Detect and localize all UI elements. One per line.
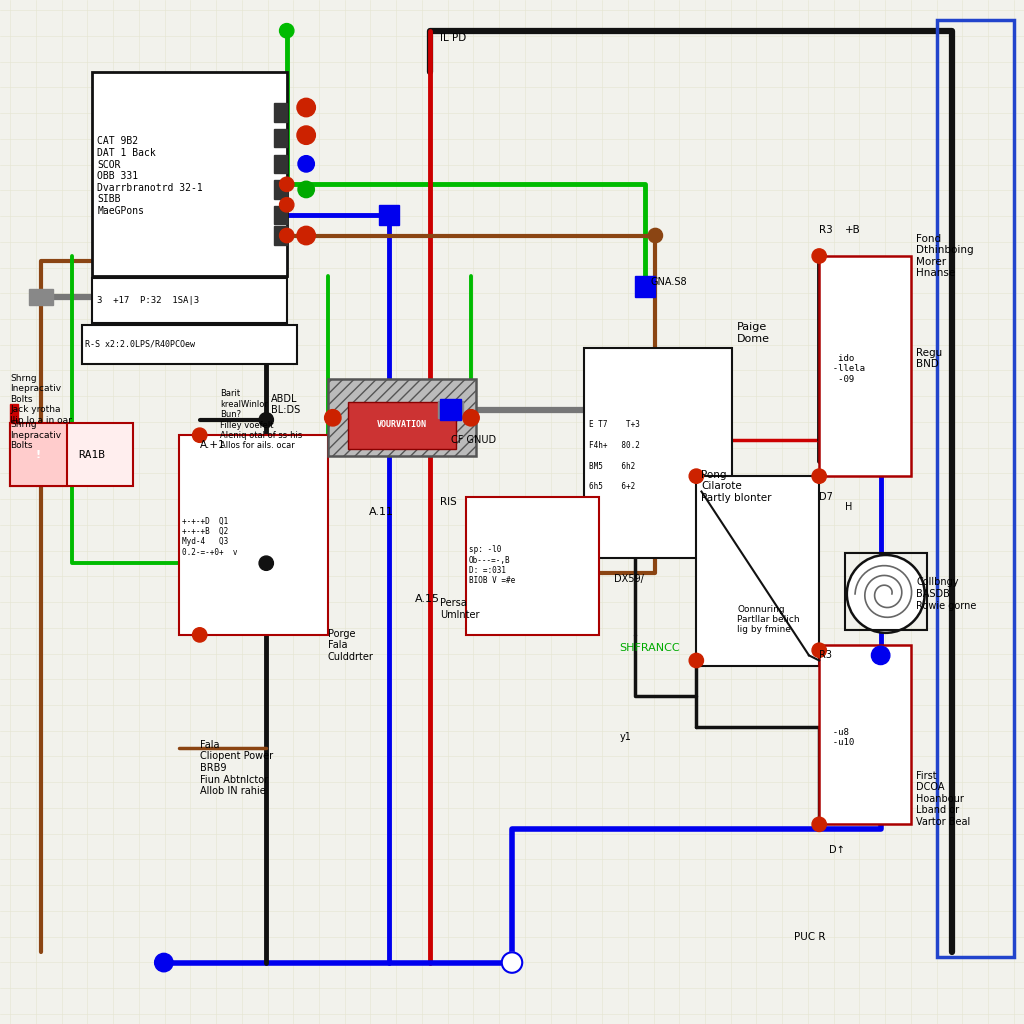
FancyBboxPatch shape: [10, 423, 133, 486]
Text: R3: R3: [819, 225, 833, 236]
Bar: [440, 399, 461, 420]
Circle shape: [502, 952, 522, 973]
Circle shape: [193, 428, 207, 442]
Text: CF GNUD: CF GNUD: [451, 435, 496, 445]
Circle shape: [689, 469, 703, 483]
Circle shape: [193, 628, 207, 642]
Circle shape: [812, 643, 826, 657]
Text: ido
  -llela
   -09: ido -llela -09: [822, 353, 865, 384]
Text: D7: D7: [819, 492, 834, 502]
FancyBboxPatch shape: [179, 435, 328, 635]
Bar: [274, 206, 287, 224]
Bar: [438, 401, 463, 418]
FancyBboxPatch shape: [584, 348, 732, 558]
Circle shape: [648, 228, 663, 243]
Text: ABDL
BL:DS: ABDL BL:DS: [271, 393, 301, 416]
Text: !: !: [35, 450, 41, 460]
Circle shape: [812, 817, 826, 831]
Text: H: H: [845, 502, 852, 512]
Text: RA1B: RA1B: [79, 450, 105, 460]
Text: Pong
Cilarote
Partly blonter: Pong Cilarote Partly blonter: [701, 470, 772, 503]
Bar: [635, 276, 655, 297]
Circle shape: [871, 646, 890, 665]
Bar: [379, 205, 399, 225]
Text: RIS: RIS: [440, 497, 457, 507]
Bar: [274, 226, 287, 245]
Circle shape: [297, 226, 315, 245]
Circle shape: [259, 556, 273, 570]
Bar: [29, 289, 53, 305]
Text: -u8
  -u10: -u8 -u10: [822, 728, 854, 746]
Text: VOURVATION: VOURVATION: [377, 421, 426, 429]
Bar: [274, 180, 287, 199]
Text: Oonnuring
Partllar belich
lig by fmine: Oonnuring Partllar belich lig by fmine: [737, 604, 800, 635]
Circle shape: [297, 98, 315, 117]
Bar: [937, 20, 1014, 957]
Text: E T7    T+3

F4h+   80.2

BM5    6h2

6h5    6+2: E T7 T+3 F4h+ 80.2 BM5 6h2 6h5 6+2: [589, 420, 640, 492]
Text: D↑: D↑: [829, 845, 845, 855]
Text: Persa
Umlnter: Persa Umlnter: [440, 598, 480, 621]
Circle shape: [298, 181, 314, 198]
Circle shape: [280, 198, 294, 212]
Text: A.15: A.15: [415, 594, 439, 604]
Circle shape: [155, 953, 173, 972]
Circle shape: [505, 955, 519, 970]
Text: R3: R3: [819, 650, 833, 660]
Text: +B: +B: [845, 225, 860, 236]
Text: 3  +17  P:32  1SA|3: 3 +17 P:32 1SA|3: [97, 296, 200, 304]
FancyBboxPatch shape: [92, 278, 287, 323]
Text: sp: -l0
Ob---=-,B
D: =:031
BIOB V =#e: sp: -l0 Ob---=-,B D: =:031 BIOB V =#e: [469, 545, 515, 586]
Circle shape: [298, 156, 314, 172]
Circle shape: [847, 555, 925, 633]
Text: A.+1: A.+1: [200, 440, 225, 451]
Text: DX59/: DX59/: [614, 573, 644, 584]
Text: Paige
Dome: Paige Dome: [737, 322, 770, 344]
Text: IL PD: IL PD: [440, 33, 467, 43]
Circle shape: [280, 177, 294, 191]
FancyBboxPatch shape: [696, 476, 819, 666]
Circle shape: [280, 24, 294, 38]
Text: Porge
Fala
Culddrter: Porge Fala Culddrter: [328, 629, 374, 662]
Bar: [10, 404, 18, 423]
Circle shape: [325, 410, 341, 426]
Text: GNA.S8: GNA.S8: [650, 276, 687, 287]
Text: CAT 9B2
DAT 1 Back
SCOR
OBB 331
Dvarrbranotrd 32-1
SIBB
MaeGPons: CAT 9B2 DAT 1 Back SCOR OBB 331 Dvarrbra…: [97, 136, 203, 216]
FancyBboxPatch shape: [466, 497, 599, 635]
Bar: [274, 103, 287, 122]
Text: Barit
krealWinlor
Bun?
Filley voefelt
Aleniq otal of ss-his
Allos for ails. ocar: Barit krealWinlor Bun? Filley voefelt Al…: [220, 389, 302, 451]
Text: SHFRANCC: SHFRANCC: [620, 643, 680, 653]
Text: PUC R: PUC R: [794, 932, 825, 942]
Circle shape: [812, 249, 826, 263]
Bar: [274, 155, 287, 173]
Bar: [845, 553, 927, 630]
FancyBboxPatch shape: [82, 325, 297, 364]
Circle shape: [280, 228, 294, 243]
Circle shape: [297, 126, 315, 144]
Text: Shrng
Inepracativ
Bolts: Shrng Inepracativ Bolts: [10, 420, 61, 451]
Bar: [274, 129, 287, 147]
Text: y1: y1: [620, 732, 632, 742]
Text: Fala
Cliopent Power
BRB9
Fiun Abtnlctor
Allob IN rahie: Fala Cliopent Power BRB9 Fiun Abtnlctor …: [200, 739, 272, 797]
Text: First
DCOA
Hoanbour
Lband or
Vartor Beal: First DCOA Hoanbour Lband or Vartor Beal: [916, 770, 971, 827]
Circle shape: [463, 410, 479, 426]
Bar: [10, 423, 67, 486]
Text: Regu
BND: Regu BND: [916, 347, 943, 370]
Circle shape: [812, 469, 826, 483]
Circle shape: [259, 413, 273, 427]
Text: A.11: A.11: [369, 507, 393, 517]
Circle shape: [689, 653, 703, 668]
FancyBboxPatch shape: [819, 645, 911, 824]
Text: Shrng
Inepracativ
Bolts
Jack yrotha
llip lo a in oar: Shrng Inepracativ Bolts Jack yrotha llip…: [10, 374, 72, 425]
Text: +-+-+D  Q1
+-+-+B  Q2
Myd-4   Q3
0.2-=-+0+  v: +-+-+D Q1 +-+-+B Q2 Myd-4 Q3 0.2-=-+0+ v: [182, 516, 238, 557]
FancyBboxPatch shape: [819, 256, 911, 476]
Text: Collbngy
BASDB
Rowie gorne: Collbngy BASDB Rowie gorne: [916, 578, 977, 610]
Bar: [348, 402, 456, 449]
Text: R-S x2:2.0LPS/R40PCOew: R-S x2:2.0LPS/R40PCOew: [85, 340, 195, 348]
Circle shape: [503, 953, 521, 972]
FancyBboxPatch shape: [92, 72, 287, 276]
Bar: [328, 379, 476, 456]
Text: Fond
Dthinboing
Morer
Hnanse: Fond Dthinboing Morer Hnanse: [916, 233, 974, 279]
